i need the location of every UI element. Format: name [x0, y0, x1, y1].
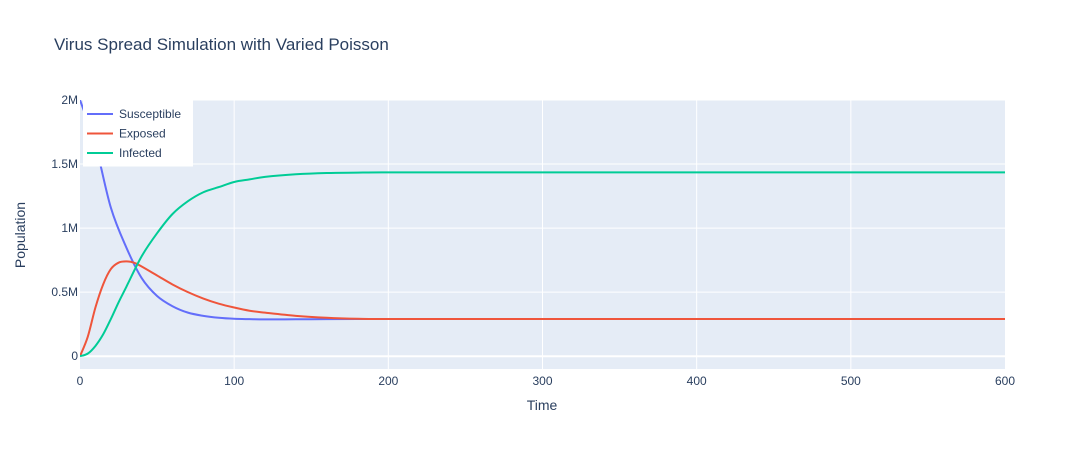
y-tick-label: 1M — [61, 221, 78, 235]
y-tick-label: 0 — [71, 349, 78, 363]
y-tick-label: 1.5M — [51, 157, 78, 171]
x-axis-ticks: 0 100 200 300 400 500 600 — [77, 374, 1016, 388]
x-axis-label: Time — [527, 397, 558, 413]
y-axis-label: Population — [12, 202, 28, 268]
x-tick-label: 0 — [77, 374, 84, 388]
x-tick-label: 500 — [841, 374, 861, 388]
y-tick-label: 0.5M — [51, 285, 78, 299]
legend-label: Infected — [119, 146, 162, 160]
y-tick-label: 2M — [61, 93, 78, 107]
x-tick-label: 600 — [995, 374, 1015, 388]
y-axis-ticks: 0 0.5M 1M 1.5M 2M — [51, 93, 78, 363]
series-lines — [80, 100, 1005, 358]
legend[interactable]: Susceptible Exposed Infected — [83, 100, 193, 167]
legend-item-exposed[interactable]: Exposed — [87, 127, 166, 141]
legend-item-susceptible[interactable]: Susceptible — [87, 107, 181, 121]
legend-item-infected[interactable]: Infected — [87, 146, 162, 160]
chart-title: Virus Spread Simulation with Varied Pois… — [54, 35, 389, 54]
x-tick-label: 100 — [224, 374, 244, 388]
x-tick-label: 400 — [687, 374, 707, 388]
legend-label: Susceptible — [119, 107, 181, 121]
legend-label: Exposed — [119, 127, 166, 141]
x-tick-label: 200 — [378, 374, 398, 388]
grid-lines — [80, 99, 1005, 369]
series-line-infected[interactable] — [80, 171, 1005, 358]
series-line-exposed[interactable] — [80, 260, 1005, 357]
x-tick-label: 300 — [532, 374, 552, 388]
